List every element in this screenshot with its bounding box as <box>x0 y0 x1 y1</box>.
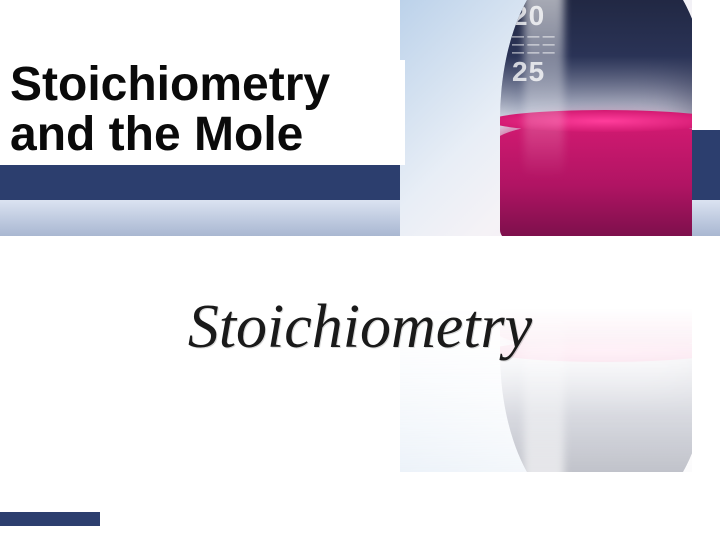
flask-icon: 20 — — —— — —— — — 25 <box>500 0 692 236</box>
flask-photo: 20 — — —— — —— — — 25 <box>400 0 692 236</box>
subtitle-text: Stoichiometry <box>188 293 532 361</box>
flask-mark-bottom: 25 <box>512 56 555 88</box>
flask-mark-top: 20 <box>512 0 555 32</box>
flask-graduation-marks: 20 — — —— — —— — — 25 <box>512 0 555 88</box>
slide: 20 — — —— — —— — — 25 Stoichiometry and … <box>0 0 720 540</box>
title-line-1: Stoichiometry <box>10 60 395 110</box>
flask-ticks: — — —— — —— — — <box>512 32 555 56</box>
flask-body: 20 — — —— — —— — — 25 <box>500 0 692 236</box>
subtitle-container: Stoichiometry <box>0 292 720 363</box>
title-strip: Stoichiometry and the Mole <box>0 60 405 165</box>
accent-bar <box>0 512 100 526</box>
photo-background: 20 — — —— — —— — — 25 <box>400 0 692 236</box>
title-line-2: and the Mole <box>10 110 395 160</box>
